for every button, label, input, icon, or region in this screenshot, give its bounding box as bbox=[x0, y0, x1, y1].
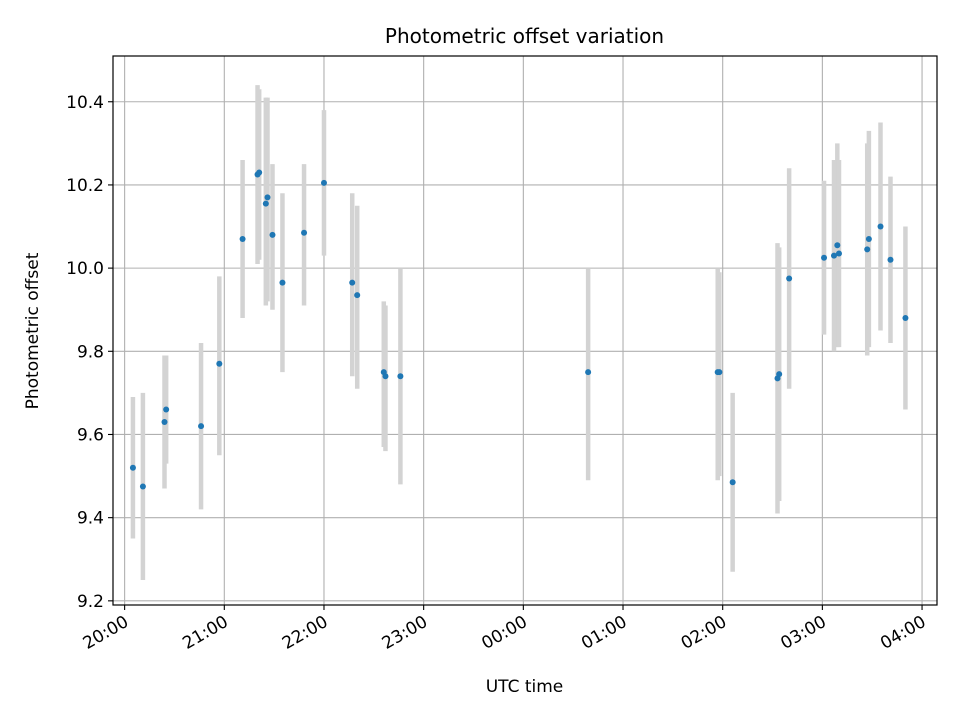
data-points bbox=[129, 169, 909, 490]
data-point bbox=[585, 369, 592, 376]
data-point bbox=[716, 369, 723, 376]
data-point bbox=[320, 179, 327, 186]
y-axis-label: Photometric offset bbox=[23, 252, 43, 409]
data-point bbox=[776, 371, 783, 378]
y-tick-label: 9.8 bbox=[77, 342, 104, 362]
data-point bbox=[301, 229, 308, 236]
y-tick-label: 9.4 bbox=[77, 509, 104, 529]
data-point bbox=[786, 275, 793, 282]
data-point bbox=[877, 223, 884, 230]
data-point bbox=[835, 250, 842, 257]
data-point bbox=[198, 423, 205, 430]
y-axis-ticks: 9.2 9.4 9.6 9.8 10.0 10.2 10.4 bbox=[66, 93, 113, 612]
data-point bbox=[821, 254, 828, 261]
y-tick-label: 9.6 bbox=[77, 425, 104, 445]
y-tick-label: 10.2 bbox=[66, 176, 104, 196]
chart-title: Photometric offset variation bbox=[385, 24, 664, 48]
data-point bbox=[139, 483, 146, 490]
data-point bbox=[887, 256, 894, 263]
data-point bbox=[161, 419, 168, 425]
data-point bbox=[902, 315, 909, 322]
data-point bbox=[864, 246, 871, 253]
data-point bbox=[269, 231, 276, 238]
data-point bbox=[831, 252, 837, 259]
data-point bbox=[262, 200, 269, 207]
data-point bbox=[264, 194, 271, 201]
y-tick-label: 10.4 bbox=[66, 93, 104, 113]
data-point bbox=[349, 279, 356, 286]
data-point bbox=[382, 373, 389, 380]
gridlines bbox=[113, 56, 937, 605]
data-point bbox=[397, 373, 404, 380]
data-point bbox=[163, 406, 170, 413]
plot-frame bbox=[112, 55, 938, 606]
y-tick-label: 10.0 bbox=[66, 259, 104, 279]
data-point bbox=[834, 242, 841, 249]
data-point bbox=[729, 479, 736, 486]
data-point bbox=[129, 464, 136, 471]
x-axis-label: UTC time bbox=[486, 677, 564, 697]
y-tick-label: 9.2 bbox=[77, 592, 104, 612]
data-point bbox=[239, 236, 246, 242]
data-point bbox=[865, 236, 872, 242]
data-point bbox=[354, 292, 361, 299]
data-point bbox=[279, 279, 286, 286]
data-point bbox=[256, 169, 263, 176]
data-point bbox=[216, 360, 223, 367]
